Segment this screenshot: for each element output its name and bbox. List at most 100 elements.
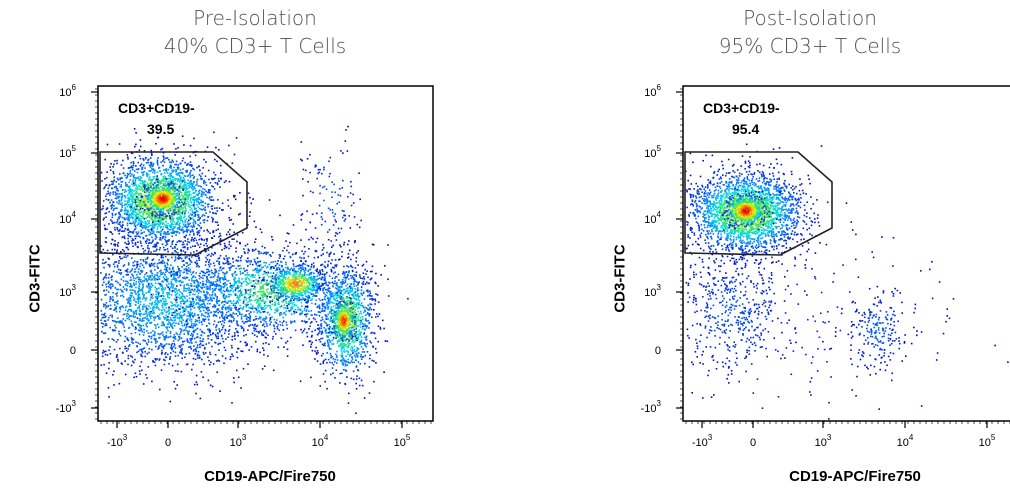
event-dot bbox=[294, 279, 297, 282]
event-dot bbox=[364, 306, 366, 309]
event-dot bbox=[305, 269, 307, 271]
event-dot bbox=[122, 352, 124, 354]
event-dot bbox=[298, 279, 300, 282]
event-dot bbox=[235, 286, 237, 289]
event-dot bbox=[149, 289, 151, 292]
event-dot bbox=[242, 306, 245, 308]
event-dot bbox=[283, 286, 286, 288]
event-dot bbox=[159, 283, 161, 285]
event-dot bbox=[165, 279, 167, 281]
event-dot bbox=[317, 283, 320, 285]
event-dot bbox=[282, 276, 285, 278]
event-dot bbox=[131, 289, 133, 291]
event-dot bbox=[265, 336, 267, 339]
event-dot bbox=[311, 284, 313, 286]
event-dot bbox=[241, 293, 244, 295]
event-dot bbox=[327, 265, 329, 268]
event-dot bbox=[121, 257, 123, 260]
event-dot bbox=[196, 355, 199, 357]
event-dot bbox=[229, 307, 231, 309]
event-dot bbox=[277, 309, 279, 311]
event-dot bbox=[183, 310, 186, 312]
event-dot bbox=[103, 277, 105, 279]
event-dot bbox=[263, 308, 266, 311]
event-dot bbox=[213, 283, 216, 286]
event-dot bbox=[355, 319, 358, 322]
event-dot bbox=[324, 293, 327, 296]
event-dot bbox=[166, 227, 169, 229]
event-dot bbox=[199, 343, 201, 346]
event-dot bbox=[306, 313, 309, 315]
event-dot bbox=[228, 329, 231, 331]
event-dot bbox=[225, 301, 227, 303]
event-dot bbox=[258, 276, 261, 279]
event-dot bbox=[141, 270, 144, 272]
event-dot bbox=[254, 274, 257, 276]
event-dot bbox=[221, 308, 224, 310]
event-dot bbox=[301, 312, 303, 315]
event-dot bbox=[263, 323, 265, 325]
event-dot bbox=[370, 332, 372, 334]
event-dot bbox=[223, 321, 226, 324]
event-dot bbox=[143, 305, 146, 308]
event-dot bbox=[306, 291, 308, 293]
event-dot bbox=[282, 269, 284, 272]
event-dot bbox=[148, 284, 150, 286]
event-dot bbox=[293, 285, 296, 287]
event-dot bbox=[339, 244, 341, 246]
event-dot bbox=[289, 310, 292, 312]
event-dot bbox=[134, 270, 137, 273]
event-dot bbox=[332, 292, 334, 294]
event-dot bbox=[312, 286, 315, 289]
event-dot bbox=[216, 296, 218, 298]
event-dot bbox=[276, 262, 279, 265]
event-dot bbox=[277, 303, 279, 305]
event-dot bbox=[166, 285, 168, 287]
event-dot bbox=[171, 252, 173, 255]
event-dot bbox=[203, 332, 206, 334]
event-dot bbox=[335, 275, 337, 278]
event-dot bbox=[148, 263, 151, 265]
event-dot bbox=[294, 308, 297, 311]
event-dot bbox=[178, 318, 181, 320]
event-dot bbox=[202, 283, 205, 285]
event-dot bbox=[311, 341, 313, 344]
event-dot bbox=[142, 259, 144, 261]
event-dot bbox=[107, 277, 110, 279]
event-dot bbox=[124, 227, 127, 230]
event-dot bbox=[174, 294, 177, 296]
event-dot bbox=[138, 309, 141, 312]
event-dot bbox=[369, 303, 371, 305]
event-dot bbox=[204, 347, 206, 349]
event-dot bbox=[353, 345, 356, 347]
event-dot bbox=[270, 293, 272, 295]
event-dot bbox=[150, 251, 152, 254]
event-dot bbox=[300, 218, 303, 221]
event-dot bbox=[193, 281, 195, 283]
event-dot bbox=[142, 260, 145, 262]
event-dot bbox=[289, 290, 292, 293]
event-dot bbox=[300, 292, 302, 295]
event-dot bbox=[297, 286, 300, 288]
event-dot bbox=[230, 320, 233, 322]
event-dot bbox=[141, 271, 143, 273]
event-dot bbox=[220, 323, 223, 326]
event-dot bbox=[347, 292, 350, 295]
event-dot bbox=[111, 233, 114, 235]
event-dot bbox=[164, 337, 166, 339]
event-dot bbox=[331, 362, 333, 364]
event-dot bbox=[192, 302, 195, 305]
event-dot bbox=[298, 268, 300, 270]
event-dot bbox=[160, 300, 163, 303]
event-dot bbox=[354, 267, 357, 269]
event-dot bbox=[166, 302, 169, 305]
event-dot bbox=[172, 285, 174, 288]
event-dot bbox=[198, 256, 200, 259]
event-dot bbox=[287, 278, 289, 280]
event-dot bbox=[311, 330, 313, 333]
event-dot bbox=[234, 334, 236, 336]
event-dot bbox=[273, 325, 276, 328]
event-dot bbox=[263, 310, 266, 313]
event-dot bbox=[161, 311, 164, 314]
event-dot bbox=[327, 305, 330, 308]
